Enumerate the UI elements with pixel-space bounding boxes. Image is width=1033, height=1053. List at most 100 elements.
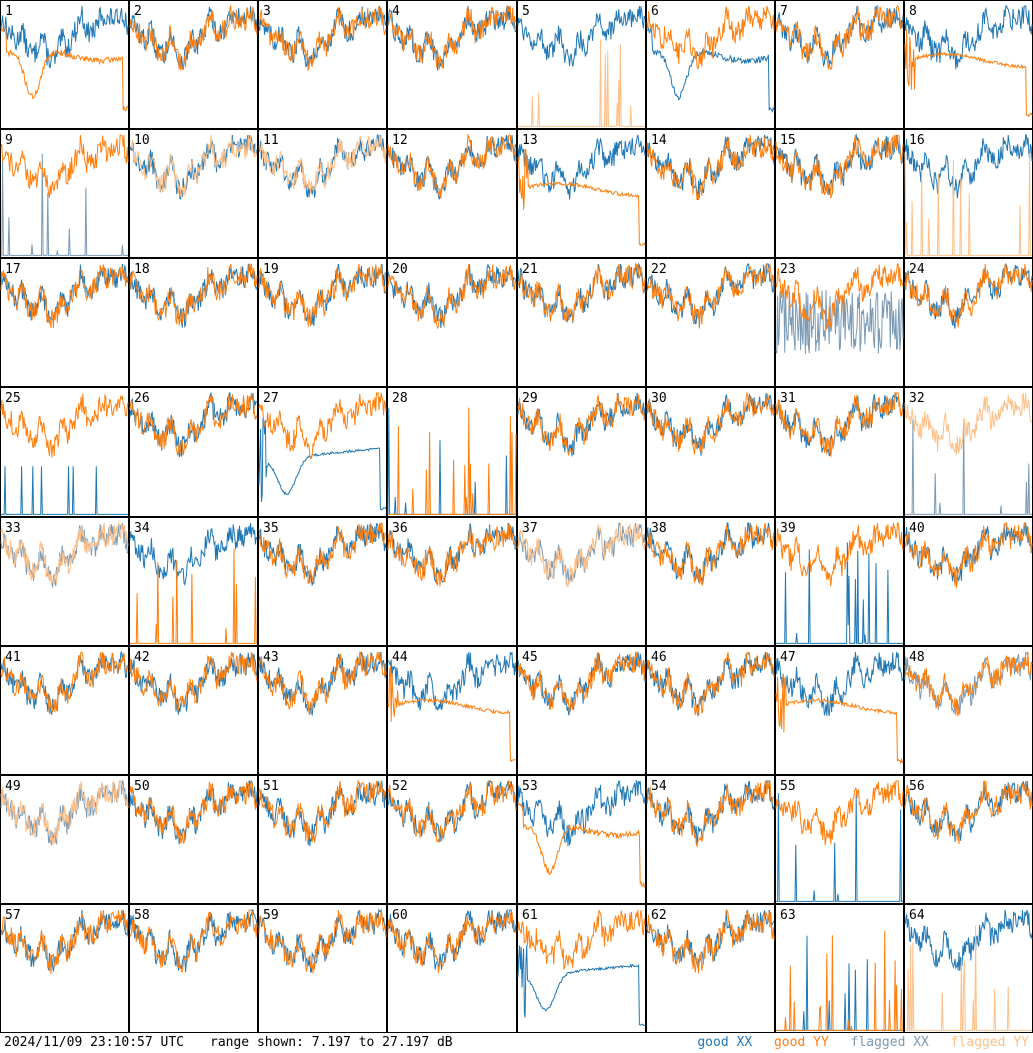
series-xx-62	[646, 909, 775, 968]
legend-flagged-xx: flagged XX	[850, 1035, 929, 1050]
panel-42: 42	[129, 646, 258, 775]
panel-label: 19	[263, 262, 279, 277]
panel-label: 9	[5, 133, 13, 148]
panel-5: 5	[517, 0, 646, 129]
panel-label: 53	[522, 779, 538, 794]
series-yy-51	[258, 779, 387, 843]
panel-17: 17	[0, 258, 129, 387]
panel-3: 3	[258, 0, 387, 129]
series-yy-8	[904, 29, 1033, 118]
panel-frame	[258, 129, 387, 258]
series-yy-15	[775, 134, 904, 199]
panel-frame	[387, 517, 517, 646]
panel-frame	[904, 0, 1033, 129]
panel-frame	[0, 775, 129, 904]
panel-2: 2	[129, 0, 258, 129]
series-yy-9	[0, 134, 129, 198]
series-yy-41	[0, 651, 129, 714]
panel-label: 31	[780, 391, 796, 406]
series-yy-3	[258, 5, 387, 71]
panel-label: 43	[263, 650, 279, 665]
panel-label: 44	[392, 650, 408, 665]
series-yy-64	[905, 925, 1032, 1031]
panel-label: 17	[5, 262, 21, 277]
panel-55: 55	[775, 775, 904, 904]
series-yy-14	[646, 134, 775, 200]
panel-frame	[775, 904, 904, 1033]
series-xx-36	[387, 522, 517, 585]
panel-label: 4	[392, 4, 400, 19]
series-yy-48	[904, 651, 1033, 716]
timestamp: 2024/11/09 23:10:57 UTC	[4, 1035, 185, 1050]
panel-label: 51	[263, 779, 279, 794]
series-yy-1	[0, 25, 129, 112]
panel-58: 58	[129, 904, 258, 1033]
panel-25: 25	[0, 387, 129, 517]
panel-label: 22	[651, 262, 667, 277]
series-xx-32	[905, 419, 1032, 515]
panel-51: 51	[258, 775, 387, 904]
panel-13: 13	[517, 129, 646, 258]
series-yy-4	[387, 5, 517, 70]
panel-frame	[517, 646, 646, 775]
panel-21: 21	[517, 258, 646, 387]
series-xx-44	[387, 651, 517, 711]
series-yy-38	[646, 522, 775, 586]
series-xx-30	[646, 392, 775, 456]
panel-56: 56	[904, 775, 1033, 904]
series-xx-1	[0, 6, 129, 69]
panel-label: 27	[263, 391, 279, 406]
panel-label: 6	[651, 4, 659, 19]
series-yy-32	[904, 392, 1033, 456]
panel-30: 30	[646, 387, 775, 517]
series-xx-37	[517, 522, 646, 585]
series-yy-55	[775, 780, 904, 846]
panel-34: 34	[129, 517, 258, 646]
panel-label: 58	[134, 908, 150, 923]
panel-label: 24	[909, 262, 925, 277]
panel-28: 28	[387, 387, 517, 517]
panel-label: 45	[522, 650, 538, 665]
panel-11: 11	[258, 129, 387, 258]
legend: good XX good YY flagged XX flagged YY	[683, 1035, 1029, 1051]
panel-48: 48	[904, 646, 1033, 775]
series-yy-39	[775, 522, 904, 587]
panel-41: 41	[0, 646, 129, 775]
panel-label: 54	[651, 779, 667, 794]
panel-1: 1	[0, 0, 129, 129]
series-xx-23	[775, 289, 904, 355]
panel-label: 8	[909, 4, 917, 19]
panel-53: 53	[517, 775, 646, 904]
series-yy-28	[388, 407, 517, 515]
panel-label: 14	[651, 133, 667, 148]
panel-frame	[129, 646, 258, 775]
panel-label: 42	[134, 650, 150, 665]
panel-label: 38	[651, 521, 667, 536]
panel-27: 27	[258, 387, 387, 517]
panel-label: 2	[134, 4, 142, 19]
panel-43: 43	[258, 646, 387, 775]
series-yy-43	[258, 651, 387, 714]
series-xx-52	[387, 780, 517, 843]
series-yy-36	[387, 522, 517, 587]
series-yy-42	[129, 651, 258, 713]
panel-label: 1	[5, 4, 13, 19]
series-yy-45	[517, 651, 646, 714]
panel-47: 47	[775, 646, 904, 775]
panel-label: 20	[392, 262, 408, 277]
panel-61: 61	[517, 904, 646, 1033]
panel-label: 48	[909, 650, 925, 665]
panel-49: 49	[0, 775, 129, 904]
panel-26: 26	[129, 387, 258, 517]
series-yy-49	[0, 780, 129, 845]
series-yy-54	[646, 779, 775, 849]
panel-20: 20	[387, 258, 517, 387]
series-yy-23	[775, 263, 904, 331]
panel-label: 63	[780, 908, 796, 923]
panel-label: 7	[780, 4, 788, 19]
panel-6: 6	[646, 0, 775, 129]
series-xx-61	[517, 945, 646, 1026]
panel-label: 61	[522, 908, 538, 923]
series-xx-27	[258, 417, 387, 511]
panel-16: 16	[904, 129, 1033, 258]
